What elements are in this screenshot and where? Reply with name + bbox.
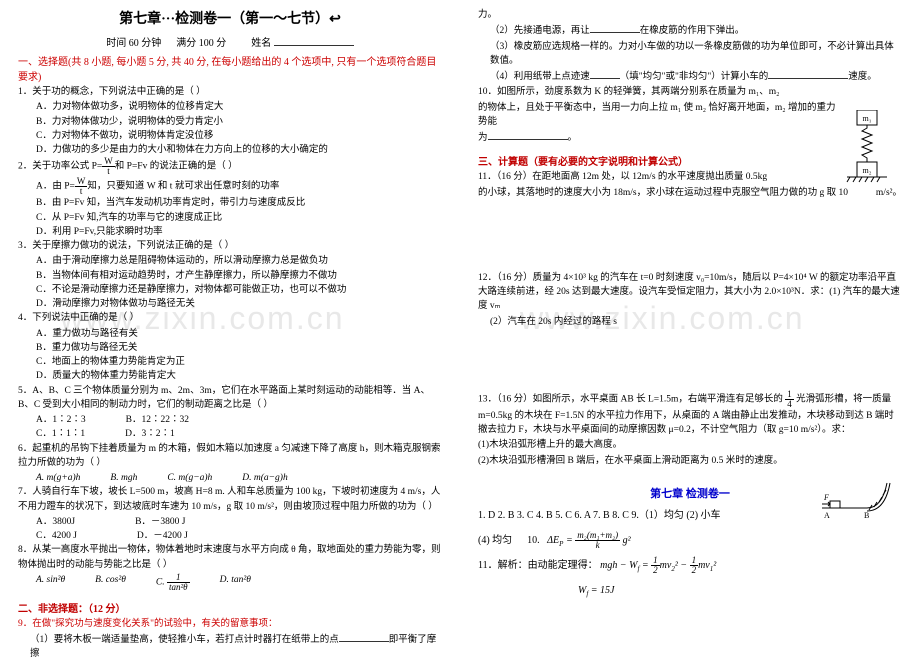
q2: 2．关于功率公式 P=Wt和 P=Fv 的说法正确的是（ ）: [18, 157, 442, 176]
page-left: www.zixin.com.cn 第七章···检测卷一（第一～七节）↩ 时间 6…: [0, 0, 460, 651]
q6: 6．起重机的吊钩下挂着质量为 m 的木箱，假如木箱以加速度 a 匀减速下降了高度…: [18, 442, 442, 471]
q9: 9．在做"探究功与速度变化关系"的试验中，有关的留意事项：: [18, 617, 442, 631]
q2-opt-a: A．由 P=Wt知，只要知道 W 和 t 就可求出任意时刻的功率: [18, 177, 442, 196]
q9-2: （2）先接通电源，再让在橡皮筋的作用下弹出。: [478, 23, 902, 38]
q1: 1．关于功的概念，下列说法中正确的是（ ）: [18, 85, 442, 99]
q4: 4．下列说法中正确的是（ ）: [18, 311, 442, 325]
q9-1: （1）要将木板一端适量垫高，使轻推小车，若打点计时器打在纸带上的点即平衡了摩擦: [18, 632, 442, 662]
q4-opt-c: C．地面上的物体重力势能肯定为正: [18, 355, 442, 369]
answers-1-8: 1. D 2. B 3. C 4. B 5. C 6. A 7. B 8. C …: [478, 507, 902, 525]
q2-opt-c: C．从 P=Fv 知,汽车的功率与它的速度成正比: [18, 211, 442, 225]
q13: 13．（16 分）如图所示，水平桌面 AB 长 L=1.5m，右端平滑连有足够长…: [478, 390, 902, 438]
page-right: www.zixin.com.cn m₁ m₂ F A B: [460, 0, 920, 651]
q6-opts: A. m(g+a)hB. mghC. m(g−a)hD. m(a−g)h: [18, 471, 442, 485]
answer-11: 11．解析：由动能定理得： mgh − Wf = 12mv2² − 12mv1²: [478, 556, 902, 575]
q4-opt-b: B．重力做功与路径无关: [18, 341, 442, 355]
q1-opt-d: D．力做功的多少是由力的大小和物体在力方向上的位移的大小确定的: [18, 143, 442, 157]
q9-3: （3）橡皮筋应选规格一样的。力对小车做的功以一条橡皮筋做的功为单位即可，不必计算…: [478, 40, 902, 69]
q4-opt-a: A．重力做功与路径有关: [18, 327, 442, 341]
q2-opt-b: B．由 P=Fv 知，当汽车发动机功率肯定时，带引力与速度成反比: [18, 196, 442, 210]
time-label: 时间 60 分钟: [106, 38, 161, 49]
q5-opts2: C．1∶1∶1D．3∶2∶1: [18, 427, 442, 441]
q3-opt-c: C．不论是滑动摩擦力还是静摩擦力，对物体都可能做正功，也可以不做功: [18, 283, 442, 297]
score-label: 满分 100 分: [176, 38, 226, 49]
main-title: 第七章···检测卷一（第一～七节）↩: [18, 8, 442, 28]
q1-opt-b: B．力对物体做功少，说明物体的受力肯定小: [18, 115, 442, 129]
q1-opt-a: A．力对物体做功多，说明物体的位移肯定大: [18, 100, 442, 114]
name-label: 姓名: [251, 38, 271, 49]
section2-header: 二、非选择题：（12 分）: [18, 600, 442, 615]
q7-opts1: A．3800JB．－3800 J: [18, 515, 442, 529]
q3-opt-a: A．由于滑动摩擦力总是阻碍物体运动的，所以滑动摩擦力总是做负功: [18, 254, 442, 268]
q10-cont2: 为。: [478, 130, 902, 145]
q11-cont: 的小球，其落地时的速度大小为 18m/s，求小球在运动过程中克服空气阻力做的功 …: [478, 186, 902, 200]
q7-opts2: C．4200 JD．－4200 J: [18, 529, 442, 543]
q10: 10．如图所示，劲度系数为 K 的轻弹簧，其两端分别系在质量为 m₁、m₂: [478, 85, 902, 99]
subtitle-row: 时间 60 分钟 满分 100 分 姓名: [18, 34, 442, 49]
q4-opt-d: D．质量大的物体重力势能肯定大: [18, 369, 442, 383]
q8: 8．从某一高度水平抛出一物体，物体着地时末速度与水平方向成 θ 角，取地面处的重…: [18, 543, 442, 572]
q1-opt-c: C．力对物体不做功，说明物体肯定没位移: [18, 129, 442, 143]
answer-title: 第七章 检测卷一: [478, 485, 902, 501]
q10-cont: 的物体上，且处于平衡态中，当用一力向上拉 m₁ 使 m₂ 恰好离开地面，m₂ 增…: [478, 101, 902, 130]
q7: 7．人骑自行车下坡，坡长 L=500 m，坡高 H=8 m. 人和车总质量为 1…: [18, 485, 442, 514]
q13-1: (1)木块沿弧形槽上升的最大高度。: [478, 438, 902, 452]
answer-11-2: Wf = 15J: [478, 582, 902, 601]
q3: 3．关于摩擦力做功的说法，下列说法正确的是（ ）: [18, 239, 442, 253]
answer-9-10: (4) 均匀 10. ΔEP = m₂(m₁+m₂)k g²: [478, 531, 902, 550]
q11: 11．（16 分）在距地面高 12m 处，以 12m/s 的水平速度抛出质量 0…: [478, 170, 902, 184]
section1-header: 一、选择题(共 8 小题, 每小题 5 分, 共 40 分, 在每小题给出的 4…: [18, 53, 442, 83]
q3-opt-d: D．滑动摩擦力对物体做功与路径无关: [18, 297, 442, 311]
q5-opts: A．1∶2∶3B．12∶22∶32: [18, 413, 442, 427]
section3-header: 三、计算题（要有必要的文字说明和计算公式）: [478, 153, 902, 168]
q5: 5．A、B、C 三个物体质量分别为 m、2m、3m，它们在水平路面上某时刻运动的…: [18, 384, 442, 413]
q9-cont-1: 力。: [478, 8, 902, 22]
q9-4: （4）利用纸带上点迹速（填"均匀"或"非均匀"）计算小车的速度。: [478, 69, 902, 84]
q12-2: (2）汽车在 20s 内经过的路程 s: [478, 315, 902, 329]
q13-2: (2)木块沿弧形槽滑回 B 端后，在水平桌面上滑动距离为 0.5 米时的速度。: [478, 454, 902, 468]
q2-opt-d: D．利用 P=Fv,只能求瞬时功率: [18, 225, 442, 239]
q12: 12．（16 分）质量为 4×10³ kg 的汽车在 t=0 时刻速度 v₀=1…: [478, 271, 902, 314]
q8-opts: A. sin²θ B. cos²θ C. 1tan²θ D. tan²θ: [18, 573, 442, 592]
q3-opt-b: B．当物体间有相对运动趋势时，才产生静摩擦力，所以静摩擦力不做功: [18, 269, 442, 283]
